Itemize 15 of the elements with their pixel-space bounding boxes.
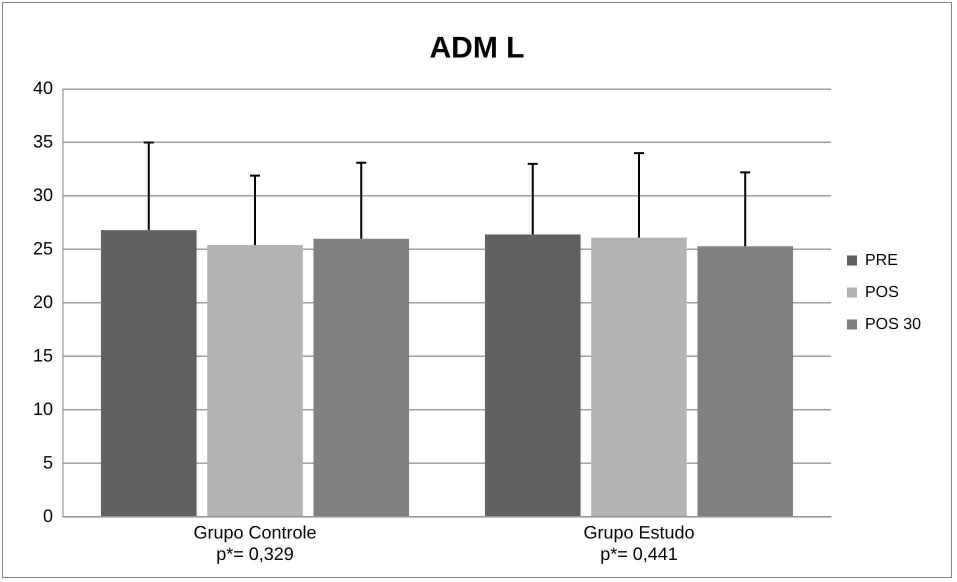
y-tick-label: 20: [32, 292, 54, 312]
legend-label: PRE: [864, 252, 898, 269]
y-tick-label: 5: [43, 452, 54, 472]
y-tick-label: 40: [32, 78, 54, 98]
y-tick-label: 10: [32, 398, 54, 419]
legend-label: POS: [864, 284, 899, 301]
y-tick-label: 15: [32, 345, 54, 366]
x-tick-label: Grupo Controle p*= 0,329: [193, 522, 317, 564]
legend-label: POS 30: [864, 316, 922, 333]
y-tick-label: 30: [32, 184, 54, 205]
chart-title: ADM L: [430, 31, 524, 64]
y-tick-label: 25: [32, 238, 54, 258]
y-tick-label: 0: [43, 506, 54, 526]
y-tick-label: 35: [32, 131, 54, 152]
x-tick-label: Grupo Estudo p*= 0,441: [583, 522, 695, 564]
